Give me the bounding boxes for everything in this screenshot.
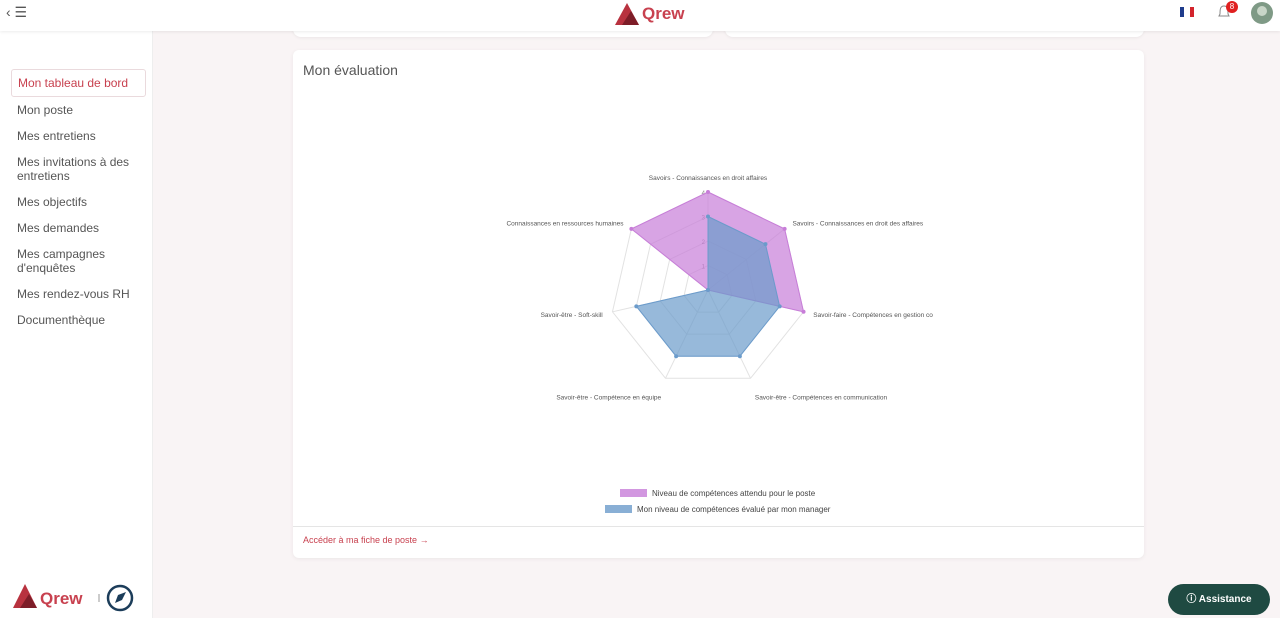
avatar[interactable]: [1250, 1, 1274, 25]
point: [674, 354, 679, 359]
assistance-label[interactable]: Assistance: [1198, 594, 1252, 605]
axis-label: Savoir-faire - Compétences en gestion co: [813, 312, 933, 319]
logo-text: Qrew: [642, 4, 685, 23]
nav-item[interactable]: Mes invitations à des entretiens: [17, 155, 130, 183]
axis-label: Savoirs - Connaissances en droit des aff…: [792, 221, 923, 228]
nav-item[interactable]: Documenthèque: [17, 313, 106, 327]
nav-item[interactable]: Mes entretiens: [17, 129, 96, 143]
card-title: Mon évaluation: [303, 62, 398, 78]
logo: Qrew: [615, 3, 685, 25]
evaluation-card: Mon évaluation 1234Savoirs - Connaissanc…: [293, 50, 1144, 558]
point: [737, 354, 742, 359]
nav-item[interactable]: Mes objectifs: [17, 195, 88, 209]
point: [801, 309, 806, 314]
nav-item[interactable]: Mes demandes: [17, 221, 100, 235]
link-text[interactable]: Accéder à ma fiche de poste: [303, 535, 418, 545]
legend-swatch: [605, 505, 632, 513]
sidebar: Mon tableau de bord Mon poste Mes entretie…: [0, 31, 153, 618]
legend-label: Niveau de compétences attendu pour le po…: [652, 489, 816, 498]
separator: [293, 526, 1144, 527]
axis-label: Savoir-être - Compétences en communicati…: [755, 394, 888, 401]
nav-item[interactable]: Mes campagnes d'enquêtes: [17, 247, 106, 275]
axis-label: Savoirs - Connaissances en droit affaire…: [649, 175, 768, 182]
series-area: [635, 215, 781, 357]
job-link[interactable]: Accéder à ma fiche de poste →: [303, 535, 429, 545]
point: [629, 226, 634, 231]
axis-label: Connaissances en ressources humaines: [506, 221, 624, 228]
legend-label: Mon niveau de compétences évalué par mon…: [637, 505, 831, 514]
point: [777, 304, 782, 309]
assistance-button[interactable]: ⓘ Assistance: [1168, 584, 1270, 615]
footer-logo: Qrew: [13, 584, 134, 612]
notification-badge: 8: [1226, 1, 1238, 13]
header: ‹ ☰ Qrew 8: [0, 0, 1280, 31]
point: [706, 190, 710, 194]
arrow: →: [419, 535, 429, 545]
point: [634, 304, 639, 309]
point: [706, 214, 710, 219]
menu-toggle[interactable]: ‹ ☰: [6, 4, 28, 20]
logo-text: Qrew: [40, 589, 83, 608]
axis-label: Savoir-être - Compétence en équipe: [556, 394, 661, 401]
nav-item[interactable]: Mes rendez-vous RH: [17, 287, 130, 301]
point: [763, 242, 768, 247]
axis-label: Savoir-être - Soft-skill: [541, 312, 604, 319]
nav: Mon tableau de bord Mon poste Mes entretie…: [11, 69, 146, 333]
point: [782, 226, 787, 231]
point: [706, 288, 710, 292]
legend-swatch: [620, 489, 647, 497]
flag[interactable]: [1180, 7, 1194, 17]
radar-chart: 1234Savoirs - Connaissances en droit aff…: [506, 175, 933, 514]
nav-item[interactable]: Mon poste: [17, 103, 74, 117]
nav-item[interactable]: Mon tableau de bord: [11, 69, 146, 97]
